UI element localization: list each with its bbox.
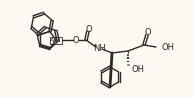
Text: OH: OH bbox=[132, 65, 145, 74]
Text: Abs: Abs bbox=[50, 38, 62, 43]
Text: NH: NH bbox=[93, 44, 105, 53]
Text: O: O bbox=[86, 24, 92, 34]
Text: O: O bbox=[73, 35, 79, 44]
FancyBboxPatch shape bbox=[50, 36, 62, 44]
Text: O: O bbox=[145, 28, 151, 36]
Text: OH: OH bbox=[161, 43, 174, 52]
